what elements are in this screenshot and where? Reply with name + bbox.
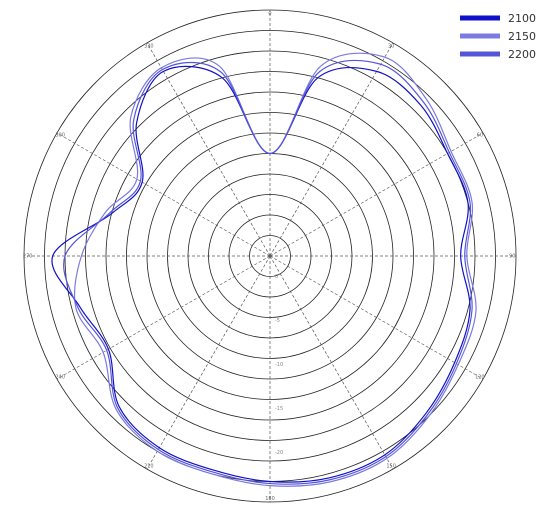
grid-ring bbox=[105, 91, 435, 421]
radial-tick-label: 0 bbox=[275, 274, 278, 280]
angle-tick-label: 0 bbox=[268, 11, 271, 17]
grid-spoke bbox=[146, 255, 271, 470]
legend-label-2100: 2100 bbox=[508, 12, 536, 25]
angle-tick-label: 180 bbox=[265, 496, 275, 502]
legend-label-2200: 2200 bbox=[508, 48, 536, 61]
series-line-2150 bbox=[73, 52, 477, 487]
radial-tick-label: -5 bbox=[275, 318, 280, 324]
angle-tick-label: 330 bbox=[144, 44, 154, 50]
grid-spoke bbox=[269, 132, 484, 257]
angle-tick-label: 90 bbox=[509, 254, 515, 260]
series-layer bbox=[51, 52, 477, 487]
grid-spoke bbox=[269, 42, 394, 257]
legend-label-2150: 2150 bbox=[508, 30, 536, 43]
grid-spoke bbox=[146, 42, 271, 257]
grid-ring bbox=[85, 71, 455, 441]
legend: 2100 2150 2200 bbox=[460, 12, 536, 61]
angle-tick-label: 150 bbox=[386, 463, 396, 469]
radial-tick-label: -15 bbox=[275, 406, 283, 412]
angle-tick-label: 300 bbox=[55, 132, 65, 138]
radial-tick-label: -20 bbox=[275, 450, 283, 456]
polar-grid bbox=[23, 9, 517, 503]
series-line-2200 bbox=[63, 59, 473, 485]
angle-tick-label: 210 bbox=[144, 463, 154, 469]
series-line-2100 bbox=[51, 65, 471, 483]
grid-spoke bbox=[269, 255, 484, 380]
grid-spoke bbox=[269, 255, 394, 470]
grid-ring bbox=[126, 112, 414, 400]
angle-tick-label: 60 bbox=[477, 132, 483, 138]
axis-labels: 0 30 60 90 120 150 180 210 240 270 300 330 0 -5 -10 -15… bbox=[23, 11, 516, 502]
angle-tick-label: 240 bbox=[55, 375, 65, 381]
grid-spoke bbox=[56, 255, 271, 380]
grid-spoke bbox=[56, 132, 271, 257]
angle-tick-label: 270 bbox=[23, 254, 33, 260]
angle-tick-label: 30 bbox=[388, 44, 394, 50]
radial-tick-label: -10 bbox=[275, 362, 283, 368]
angle-tick-label: 120 bbox=[475, 375, 485, 381]
